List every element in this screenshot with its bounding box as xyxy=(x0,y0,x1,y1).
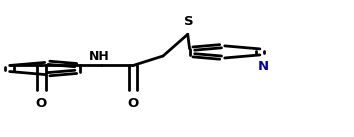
Text: O: O xyxy=(36,97,47,110)
Text: N: N xyxy=(258,60,269,73)
Text: NH: NH xyxy=(89,50,110,63)
Text: S: S xyxy=(184,15,193,28)
Text: O: O xyxy=(127,97,139,110)
